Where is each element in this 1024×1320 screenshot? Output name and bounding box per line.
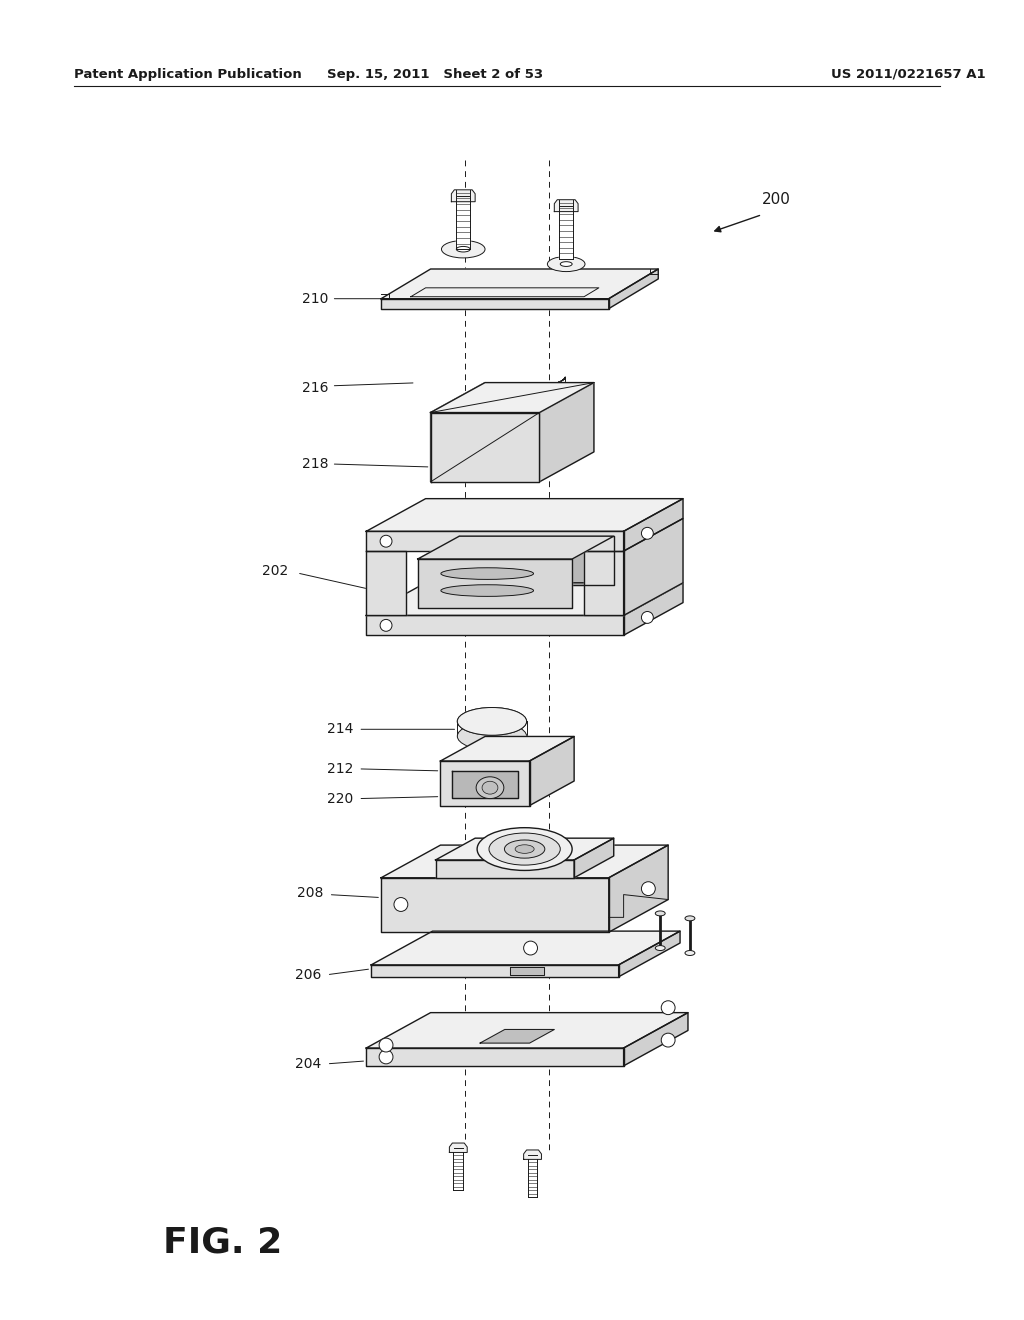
Ellipse shape bbox=[655, 945, 666, 950]
Circle shape bbox=[641, 611, 653, 623]
Polygon shape bbox=[367, 532, 624, 552]
Circle shape bbox=[379, 1049, 393, 1064]
Polygon shape bbox=[624, 1012, 688, 1065]
Ellipse shape bbox=[458, 708, 526, 735]
Polygon shape bbox=[618, 931, 680, 977]
Polygon shape bbox=[624, 583, 683, 635]
Polygon shape bbox=[529, 737, 574, 805]
Polygon shape bbox=[418, 536, 613, 560]
Ellipse shape bbox=[505, 840, 545, 858]
Text: 220: 220 bbox=[327, 792, 353, 805]
Polygon shape bbox=[554, 199, 579, 211]
Text: Sep. 15, 2011   Sheet 2 of 53: Sep. 15, 2011 Sheet 2 of 53 bbox=[328, 67, 544, 81]
Polygon shape bbox=[624, 499, 683, 552]
Text: 212: 212 bbox=[327, 762, 353, 776]
Polygon shape bbox=[418, 560, 572, 607]
Ellipse shape bbox=[441, 568, 534, 579]
Polygon shape bbox=[371, 931, 680, 965]
Polygon shape bbox=[523, 1150, 542, 1159]
Ellipse shape bbox=[458, 722, 526, 750]
Ellipse shape bbox=[489, 833, 560, 865]
Polygon shape bbox=[430, 383, 594, 413]
Polygon shape bbox=[608, 269, 658, 309]
Polygon shape bbox=[367, 1048, 624, 1065]
Polygon shape bbox=[608, 845, 668, 932]
Circle shape bbox=[662, 1034, 675, 1047]
Polygon shape bbox=[453, 771, 518, 797]
Ellipse shape bbox=[477, 828, 572, 870]
Polygon shape bbox=[574, 838, 613, 878]
Circle shape bbox=[380, 619, 392, 631]
Polygon shape bbox=[460, 536, 613, 585]
Text: FIG. 2: FIG. 2 bbox=[163, 1225, 283, 1259]
Polygon shape bbox=[367, 499, 683, 532]
Ellipse shape bbox=[548, 256, 585, 272]
Circle shape bbox=[394, 898, 408, 911]
Polygon shape bbox=[367, 615, 624, 635]
Polygon shape bbox=[457, 190, 470, 249]
Polygon shape bbox=[440, 737, 574, 760]
Ellipse shape bbox=[476, 776, 504, 799]
Polygon shape bbox=[480, 1030, 554, 1043]
Ellipse shape bbox=[457, 247, 470, 252]
Circle shape bbox=[641, 528, 653, 540]
Polygon shape bbox=[559, 199, 573, 259]
Ellipse shape bbox=[515, 845, 535, 853]
Polygon shape bbox=[435, 859, 574, 878]
Polygon shape bbox=[509, 378, 565, 387]
Ellipse shape bbox=[482, 781, 498, 795]
Ellipse shape bbox=[441, 240, 485, 257]
Ellipse shape bbox=[685, 950, 695, 956]
Text: 206: 206 bbox=[295, 968, 322, 982]
Polygon shape bbox=[540, 383, 594, 482]
Polygon shape bbox=[440, 760, 529, 805]
Ellipse shape bbox=[441, 585, 534, 597]
Polygon shape bbox=[624, 519, 683, 615]
Polygon shape bbox=[367, 1012, 688, 1048]
Circle shape bbox=[380, 536, 392, 548]
Polygon shape bbox=[381, 298, 608, 309]
Polygon shape bbox=[381, 878, 608, 932]
Circle shape bbox=[641, 882, 655, 895]
Polygon shape bbox=[430, 383, 485, 482]
Polygon shape bbox=[367, 583, 683, 615]
Text: Patent Application Publication: Patent Application Publication bbox=[74, 67, 302, 81]
Text: 210: 210 bbox=[302, 292, 329, 306]
Ellipse shape bbox=[655, 911, 666, 916]
Polygon shape bbox=[381, 269, 658, 298]
Text: 204: 204 bbox=[295, 1057, 322, 1071]
Polygon shape bbox=[371, 965, 618, 977]
Text: 216: 216 bbox=[302, 380, 329, 395]
Polygon shape bbox=[584, 552, 624, 615]
Polygon shape bbox=[367, 552, 406, 615]
Polygon shape bbox=[450, 1143, 467, 1152]
Ellipse shape bbox=[458, 708, 526, 735]
Circle shape bbox=[523, 941, 538, 954]
Polygon shape bbox=[452, 190, 475, 202]
Text: 214: 214 bbox=[327, 722, 353, 737]
Polygon shape bbox=[510, 966, 545, 974]
Text: 208: 208 bbox=[297, 886, 324, 900]
Ellipse shape bbox=[560, 261, 572, 267]
Circle shape bbox=[662, 1001, 675, 1015]
Text: 202: 202 bbox=[262, 564, 289, 578]
Polygon shape bbox=[430, 413, 540, 482]
Text: US 2011/0221657 A1: US 2011/0221657 A1 bbox=[831, 67, 986, 81]
Text: 200: 200 bbox=[762, 193, 792, 207]
Polygon shape bbox=[435, 838, 613, 859]
Ellipse shape bbox=[685, 916, 695, 921]
Circle shape bbox=[379, 1038, 393, 1052]
Polygon shape bbox=[381, 845, 668, 878]
Text: 218: 218 bbox=[302, 457, 329, 471]
